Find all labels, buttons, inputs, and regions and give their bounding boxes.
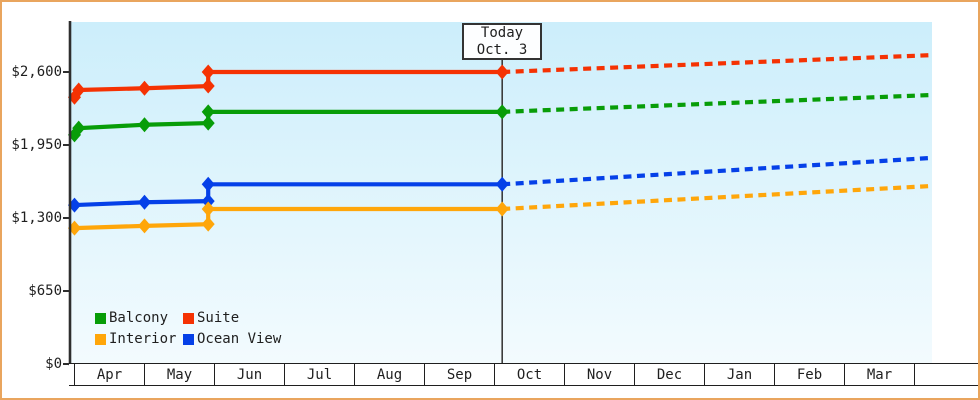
- month-cell-nov: Nov: [564, 363, 635, 386]
- forecast-line-ocean-view: [502, 155, 932, 187]
- legend-item-balcony: Balcony: [95, 310, 183, 326]
- legend-label: Suite: [197, 310, 240, 326]
- month-cell-jul: Jul: [284, 363, 355, 386]
- y-axis-label: $2,600: [11, 64, 62, 80]
- month-cell-jun: Jun: [214, 363, 285, 386]
- marker-interior: [138, 218, 151, 234]
- marker-balcony: [138, 117, 151, 133]
- month-cell-empty: [914, 363, 978, 386]
- month-cell-oct: Oct: [494, 363, 565, 386]
- legend-item-suite: Suite: [183, 310, 281, 326]
- marker-suite: [138, 80, 151, 96]
- suite-swatch-icon: [183, 312, 194, 324]
- today-annotation: Today Oct. 3: [462, 23, 542, 60]
- marker-ocean-view: [201, 176, 215, 192]
- ocean-view-swatch-icon: [183, 333, 194, 345]
- month-band-stub: [69, 363, 75, 386]
- legend-label: Balcony: [109, 310, 169, 326]
- month-cell-jan: Jan: [704, 363, 775, 386]
- marker-ocean-view: [201, 193, 215, 209]
- marker-balcony: [72, 120, 86, 136]
- y-axis-label: $0: [45, 356, 62, 372]
- balcony-swatch-icon: [95, 312, 106, 324]
- month-cell-feb: Feb: [774, 363, 845, 386]
- legend: Balcony Suite Interior Ocean View: [95, 310, 281, 347]
- marker-interior: [201, 201, 215, 217]
- today-annotation-line2: Oct. 3: [476, 41, 528, 58]
- month-cell-apr: Apr: [74, 363, 145, 386]
- legend-item-ocean-view: Ocean View: [183, 331, 281, 347]
- legend-item-interior: Interior: [95, 331, 183, 347]
- forecast-line-balcony: [502, 92, 932, 114]
- marker-ocean-view: [138, 194, 151, 210]
- marker-balcony: [201, 115, 215, 131]
- month-cell-dec: Dec: [634, 363, 705, 386]
- marker-suite: [495, 64, 509, 80]
- month-cell-sep: Sep: [424, 363, 495, 386]
- forecast-line-interior: [502, 183, 932, 212]
- marker-suite: [201, 78, 215, 94]
- forecast-line-suite: [502, 53, 932, 75]
- y-axis-label: $1,950: [11, 137, 62, 153]
- marker-balcony: [201, 104, 215, 120]
- y-axis-label: $650: [28, 283, 62, 299]
- marker-balcony: [495, 104, 509, 120]
- marker-interior: [495, 201, 509, 217]
- month-cell-may: May: [144, 363, 215, 386]
- legend-label: Interior: [109, 331, 177, 347]
- marker-suite: [201, 64, 215, 80]
- today-annotation-line1: Today: [480, 24, 524, 41]
- marker-ocean-view: [495, 176, 509, 192]
- month-cell-mar: Mar: [844, 363, 915, 386]
- month-cell-aug: Aug: [354, 363, 425, 386]
- y-axis-label: $1,300: [11, 210, 62, 226]
- legend-label: Ocean View: [197, 331, 282, 347]
- interior-swatch-icon: [95, 333, 106, 345]
- marker-suite: [72, 82, 86, 98]
- marker-interior: [201, 216, 215, 232]
